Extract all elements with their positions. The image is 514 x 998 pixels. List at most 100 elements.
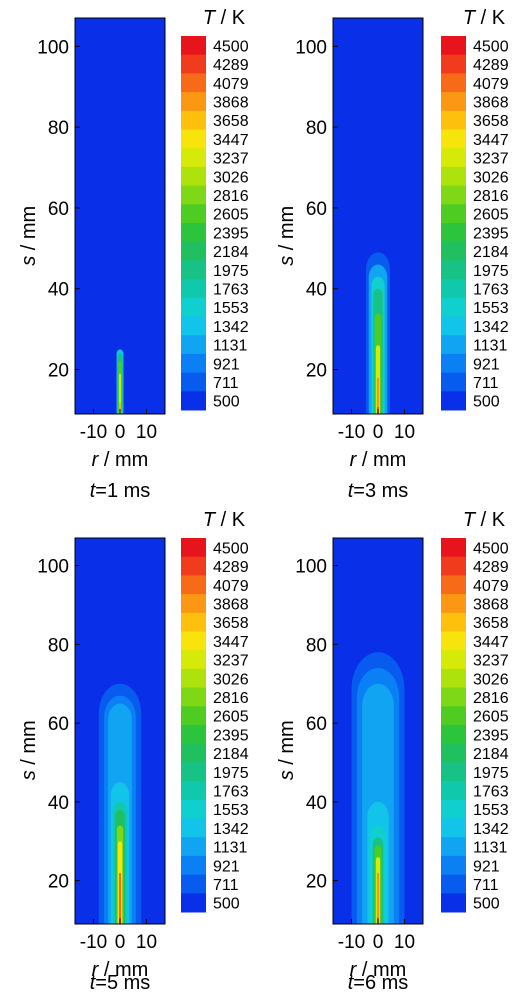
colorbar-swatch xyxy=(441,631,466,651)
colorbar-label: 1763 xyxy=(473,281,509,298)
y-tick-label: 80 xyxy=(48,635,69,656)
colorbar-label: 500 xyxy=(213,896,240,913)
colorbar-label: 4500 xyxy=(473,38,509,55)
colorbar-swatch xyxy=(181,799,206,819)
y-tick-label: 20 xyxy=(306,361,327,382)
panel-3: 20 40 60 80 100 -10 0 10 s / mm r / mmt=5 ms 4500 4… xyxy=(18,509,249,994)
x-tick-label: 10 xyxy=(394,932,415,953)
y-tick-label: 80 xyxy=(306,118,327,139)
colorbar-label: 3447 xyxy=(473,132,509,149)
colorbar-label: 4500 xyxy=(473,540,509,557)
colorbar-swatch xyxy=(181,166,206,187)
colorbar-title: T / K xyxy=(203,7,246,29)
colorbar-swatch xyxy=(181,129,206,149)
colorbar-label: 2816 xyxy=(213,188,249,205)
colorbar-swatch xyxy=(441,279,466,299)
colorbar-swatch xyxy=(181,223,206,243)
colorbar-swatch xyxy=(181,743,206,763)
colorbar-swatch xyxy=(181,36,206,56)
colorbar-swatch xyxy=(441,92,466,112)
colorbar-swatch xyxy=(441,799,466,819)
colorbar-label: 921 xyxy=(213,356,240,373)
y-tick-label: 40 xyxy=(306,280,327,301)
colorbar-label: 3658 xyxy=(213,113,249,130)
colorbar-swatch xyxy=(441,612,466,632)
panel-1: 20 40 60 80 100 -10 0 10 s / mm r / mm t=1 ms 4500 4… xyxy=(18,7,249,502)
colorbar-label: 921 xyxy=(473,356,500,373)
colorbar-label: 711 xyxy=(213,877,239,894)
colorbar-swatch xyxy=(441,316,466,336)
colorbar-swatch xyxy=(441,73,466,93)
colorbar-swatch xyxy=(441,166,466,187)
colorbar-label: 3658 xyxy=(473,615,509,632)
x-axis-label: r / mm xyxy=(350,959,407,981)
colorbar-label: 4289 xyxy=(473,559,509,576)
colorbar-swatch xyxy=(441,391,466,411)
colorbar-swatch xyxy=(441,687,466,707)
x-tick-label: -10 xyxy=(338,422,365,443)
colorbar-swatch xyxy=(181,353,206,374)
colorbar-label: 500 xyxy=(213,394,240,411)
panel-caption: t=6 ms xyxy=(348,972,409,994)
y-tick-label: 20 xyxy=(306,872,327,893)
colorbar-label: 2605 xyxy=(213,207,249,224)
colorbar-label: 4079 xyxy=(473,76,509,93)
colorbar-swatch xyxy=(441,54,466,74)
y-tick-label: 40 xyxy=(48,280,69,301)
colorbar-label: 2816 xyxy=(213,690,249,707)
colorbar-label: 4289 xyxy=(213,57,249,74)
colorbar-swatch xyxy=(181,781,206,801)
colorbar-swatch xyxy=(441,893,466,913)
colorbar-swatch xyxy=(441,260,466,280)
y-axis-label: s / mm xyxy=(18,206,40,266)
colorbar-label: 1342 xyxy=(473,319,509,336)
colorbar-label: 3868 xyxy=(473,94,509,111)
colorbar-swatch xyxy=(441,538,466,558)
colorbar-swatch xyxy=(181,556,206,576)
x-tick-label: -10 xyxy=(338,932,365,953)
colorbar-swatch xyxy=(441,372,466,392)
colorbar-label: 2184 xyxy=(213,746,249,763)
colorbar-label: 1342 xyxy=(213,821,249,838)
colorbar-swatch xyxy=(181,668,206,689)
colorbar-swatch xyxy=(181,260,206,280)
plot-area xyxy=(75,18,165,414)
x-tick-label: 0 xyxy=(373,932,384,953)
colorbar-label: 3237 xyxy=(473,151,509,168)
colorbar-label: 3026 xyxy=(473,169,509,186)
colorbar-swatch xyxy=(441,855,466,876)
colorbar-swatch xyxy=(181,372,206,392)
colorbar-label: 2184 xyxy=(473,244,509,261)
colorbar-swatch xyxy=(181,335,206,355)
colorbar-label: 4079 xyxy=(473,578,509,595)
colorbar-label: 2395 xyxy=(213,727,249,744)
colorbar-swatch xyxy=(441,110,466,130)
y-tick-label: 60 xyxy=(306,714,327,735)
colorbar-label: 3237 xyxy=(213,653,249,670)
colorbar-swatch xyxy=(441,725,466,745)
colorbar: 4500428940793868365834473237302628162605… xyxy=(441,7,509,411)
x-tick-label: 10 xyxy=(394,422,415,443)
panel-caption: t=5 ms xyxy=(90,972,151,994)
colorbar-label: 4079 xyxy=(213,76,249,93)
y-tick-label: 100 xyxy=(37,557,69,578)
y-tick-label: 60 xyxy=(48,199,69,220)
colorbar-label: 1975 xyxy=(473,765,509,782)
y-tick-label: 60 xyxy=(48,714,69,735)
x-tick-label: 10 xyxy=(136,422,157,443)
colorbar-label: 1763 xyxy=(473,783,509,800)
colorbar-swatch xyxy=(181,725,206,745)
colorbar-label: 4289 xyxy=(473,57,509,74)
y-tick-label: 100 xyxy=(295,557,327,578)
colorbar-label: 3237 xyxy=(213,151,249,168)
colorbar-swatch xyxy=(441,129,466,149)
y-axis-label: s / mm xyxy=(276,720,298,780)
colorbar-label: 921 xyxy=(213,858,240,875)
colorbar-label: 3658 xyxy=(473,113,509,130)
y-tick-label: 20 xyxy=(48,361,69,382)
panel-2: 20 40 60 80 100 -10 0 10 s / mm r / mm t=3 ms 4500 4… xyxy=(276,7,509,502)
y-tick-label: 20 xyxy=(48,872,69,893)
colorbar-swatch xyxy=(181,148,206,168)
panel-4: 20 40 60 80 100 -10 0 10 s / mm r / mmt=6 ms 4500 4… xyxy=(276,509,509,994)
